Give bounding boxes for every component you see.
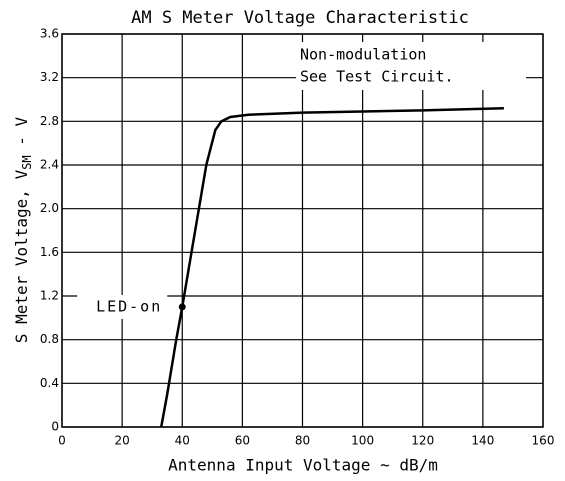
x-tick-label: 100 [351,434,374,448]
chart-title: AM S Meter Voltage Characteristic [131,8,469,28]
y-tick-label: 0.4 [40,376,59,390]
annotation-background [77,294,168,319]
note-background [296,42,526,90]
x-tick-label: 140 [471,434,494,448]
x-tick-label: 120 [411,434,434,448]
annotation-marker [178,303,186,311]
x-tick-label: 20 [114,434,129,448]
x-axis-label: Antenna Input Voltage ~ dB/m [168,456,438,475]
y-tick-label: 3.2 [40,70,59,84]
y-axis-label-main: S Meter Voltage, V [12,169,31,343]
y-tick-label: 1.2 [40,289,59,303]
y-axis-label: S Meter Voltage, VSM - V [12,116,34,343]
y-tick-label: 2.0 [40,201,59,215]
y-axis-label-suffix: - V [12,116,31,155]
annotation-label: LED-on [96,297,162,315]
note: See Test Circuit. [300,68,454,86]
y-tick-label: 1.6 [40,245,59,259]
x-tick-label: 0 [58,434,66,448]
x-tick-label: 40 [175,434,190,448]
line [159,106,504,428]
y-tick-label: 0 [51,420,59,434]
y-tick-label: 2.8 [40,114,59,128]
x-tick-label: 80 [295,434,310,448]
y-tick-label: 3.6 [40,27,59,41]
note: Non-modulation [300,46,426,64]
y-tick-label: 0.8 [40,332,59,346]
y-tick-label: 2.4 [40,158,59,172]
y-axis-label-sub: SM [20,155,34,169]
x-tick-label: 60 [235,434,250,448]
x-tick-label: 160 [532,434,555,448]
